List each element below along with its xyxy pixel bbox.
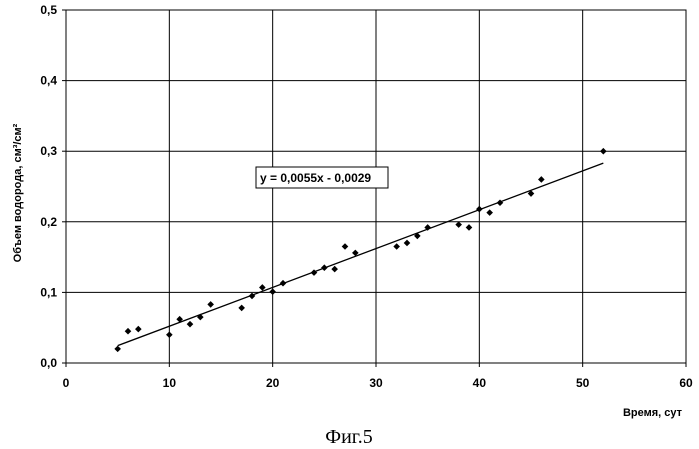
trendline-equation: y = 0,0055x - 0,0029 bbox=[260, 171, 371, 185]
x-tick-label: 50 bbox=[576, 376, 590, 390]
x-tick-label: 30 bbox=[369, 376, 383, 390]
x-tick-label: 60 bbox=[679, 376, 693, 390]
y-tick-label: 0,0 bbox=[40, 356, 57, 370]
y-tick-label: 0,5 bbox=[40, 3, 57, 17]
x-axis-title: Время, сут bbox=[623, 407, 683, 419]
equation-box: y = 0,0055x - 0,0029 bbox=[256, 167, 388, 188]
x-tick-label: 20 bbox=[266, 376, 280, 390]
x-tick-label: 0 bbox=[63, 376, 70, 390]
x-tick-label: 40 bbox=[473, 376, 487, 390]
y-tick-label: 0,2 bbox=[40, 215, 57, 229]
y-tick-label: 0,1 bbox=[40, 285, 57, 299]
x-tick-label: 10 bbox=[163, 376, 177, 390]
figure-caption: Фиг.5 bbox=[325, 426, 372, 448]
y-tick-label: 0,3 bbox=[40, 144, 57, 158]
y-axis-title: Объем водорода, см³/см² bbox=[12, 123, 24, 262]
y-tick-label: 0,4 bbox=[40, 74, 57, 88]
